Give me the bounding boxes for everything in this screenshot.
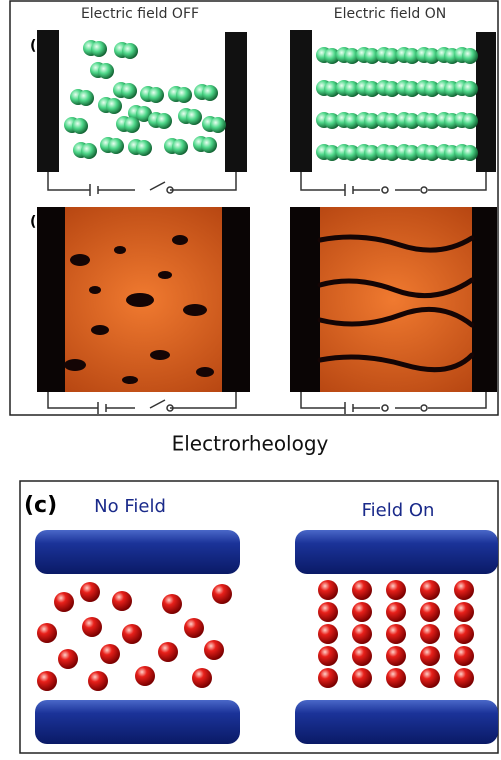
balls-aligned xyxy=(318,580,474,688)
label-c: (c) xyxy=(24,493,57,518)
caption: Electrorheology xyxy=(172,432,329,456)
figure: (a) Electric field OFF Electric field ON… xyxy=(0,0,501,760)
title-field-on: Field On xyxy=(362,500,435,521)
title-no-field: No Field xyxy=(94,496,166,517)
particle-chains xyxy=(316,47,478,161)
micrograph-off xyxy=(37,207,250,392)
page: {"panel_a": {"label": "(a)", "left_title… xyxy=(0,0,501,760)
title-off: Electric field OFF xyxy=(81,6,199,22)
particles-random xyxy=(64,40,226,159)
micrograph-on xyxy=(290,207,497,392)
balls-random xyxy=(37,582,232,691)
title-on: Electric field ON xyxy=(334,6,446,22)
